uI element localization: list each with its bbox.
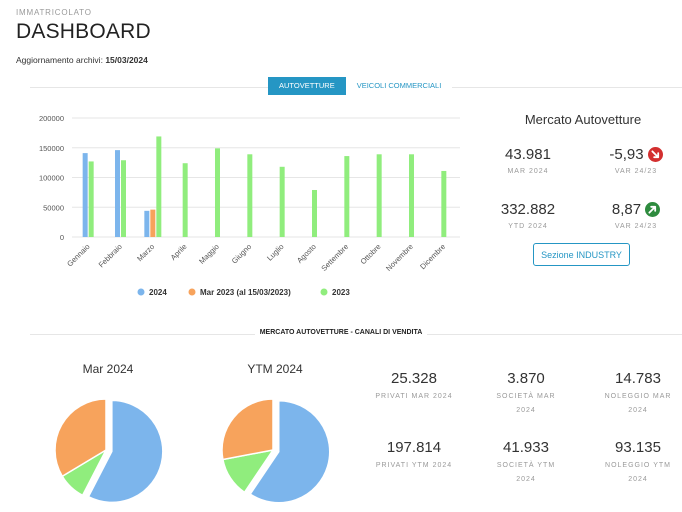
bar-2023[interactable]	[409, 154, 414, 237]
stat-value: 197.814	[386, 439, 442, 456]
stat-label: SOCIETÀ MAR 2024	[496, 393, 556, 414]
stat-label: NOLEGGIO YTM 2024	[605, 462, 671, 483]
kpi-ytd-var-value: 8,87	[611, 201, 642, 218]
bar-2024[interactable]	[144, 210, 150, 237]
kpi-ytd-volume: 332.882 YTD 2024	[486, 201, 570, 230]
stat-privati-ytm: 197.814 PRIVATI YTM 2024	[359, 439, 469, 473]
arrow-up-right-icon	[645, 202, 661, 217]
stat-label: NOLEGGIO MAR 2024	[604, 393, 672, 414]
x-tick-label: Febbraio	[97, 242, 124, 269]
legend-item[interactable]: 2023	[332, 288, 350, 297]
bar-2024[interactable]	[115, 150, 120, 237]
kpi-panel-title: Mercato Autovetture	[524, 112, 642, 127]
bar-2023[interactable]	[215, 148, 220, 237]
bar-2023[interactable]	[344, 156, 350, 237]
stat-value: 41.933	[503, 439, 549, 456]
x-tick-label: Novembre	[384, 242, 415, 273]
bar-2023[interactable]	[182, 163, 188, 237]
bar-2023[interactable]	[279, 166, 285, 237]
stat-label: PRIVATI MAR 2024	[375, 393, 453, 400]
tab-autovetture[interactable]: AUTOVETTURE	[268, 77, 346, 95]
stat-privati-mar: 25.328 PRIVATI MAR 2024	[359, 370, 469, 404]
kpi-month-value: 43.981	[505, 146, 551, 163]
x-tick-label: Marzo	[135, 242, 156, 263]
bar-2023[interactable]	[156, 136, 162, 237]
pie-mar-title: Mar 2024	[82, 362, 134, 376]
pie-chart-ytm	[221, 398, 331, 504]
stat-value: 25.328	[391, 370, 437, 387]
kpi-ytd-value: 332.882	[500, 201, 556, 218]
pie-slice-noleggio[interactable]	[54, 398, 107, 478]
x-tick-label: Agosto	[295, 242, 318, 265]
legend-marker	[320, 288, 328, 296]
legend-marker	[137, 288, 145, 296]
bar-2023[interactable]	[121, 160, 126, 237]
kpi-month-label: MAR 2024	[507, 168, 549, 175]
x-tick-label: Settembre	[319, 242, 350, 273]
legend-marker	[188, 288, 196, 296]
kpi-month-variation: -5,93 VAR 24/23	[596, 146, 676, 175]
bar-2023[interactable]	[247, 154, 253, 237]
kpi-ytd-variation: 8,87 VAR 24/23	[596, 201, 676, 230]
x-tick-label: Gennaio	[65, 242, 91, 268]
archive-update-label: Aggiornamento archivi:	[16, 55, 103, 65]
page-title: DASHBOARD	[16, 20, 151, 43]
pie-slice-privati[interactable]	[87, 399, 164, 504]
x-tick-label: Aprile	[169, 242, 189, 262]
page-kicker: IMMATRICOLATO	[16, 8, 92, 17]
pie-slice-privati[interactable]	[249, 399, 331, 504]
bar-2023[interactable]	[441, 170, 447, 237]
x-tick-label: Maggio	[197, 242, 221, 266]
kpi-ytd-var-label: VAR 24/23	[614, 223, 658, 230]
stat-value: 93.135	[615, 439, 661, 456]
x-tick-label: Ottobre	[359, 242, 383, 266]
stat-noleggio-mar: 14.783 NOLEGGIO MAR 2024	[583, 370, 682, 418]
kpi-ytd-label: YTD 2024	[508, 223, 548, 230]
pie-chart-mar	[54, 398, 164, 504]
legend-item[interactable]: 2024	[149, 288, 167, 297]
kpi-month-var-value: -5,93	[609, 146, 644, 163]
archive-update-info: Aggiornamento archivi: 15/03/2024	[16, 55, 148, 65]
x-tick-label: Giugno	[230, 242, 253, 265]
y-tick-label: 200000	[39, 114, 64, 123]
stat-label: SOCIETÀ YTM 2024	[496, 462, 556, 483]
x-tick-label: Luglio	[265, 242, 286, 263]
stat-noleggio-ytm: 93.135 NOLEGGIO YTM 2024	[583, 439, 682, 487]
y-tick-label: 150000	[39, 144, 64, 153]
stat-societa-ytm: 41.933 SOCIETÀ YTM 2024	[471, 439, 581, 487]
stat-value: 3.870	[507, 370, 545, 387]
arrow-down-right-icon	[647, 147, 663, 162]
sales-channels-section: MERCATO AUTOVETTURE - CANALI DI VENDITA	[0, 329, 682, 336]
stat-value: 14.783	[615, 370, 661, 387]
sales-channels-title: MERCATO AUTOVETTURE - CANALI DI VENDITA	[254, 329, 428, 336]
bar-2023[interactable]	[376, 154, 382, 237]
bar-2023[interactable]	[88, 161, 94, 237]
bar-mar-2023-al-15-03-2023-[interactable]	[150, 209, 156, 237]
bar-2023[interactable]	[312, 189, 317, 237]
pie-ytm-title: YTM 2024	[247, 362, 303, 376]
tab-veicoli-commerciali[interactable]: VEICOLI COMMERCIALI	[345, 77, 453, 95]
stat-label: PRIVATI YTM 2024	[375, 462, 453, 469]
x-tick-label: Dicembre	[418, 242, 447, 271]
stat-societa-mar: 3.870 SOCIETÀ MAR 2024	[471, 370, 581, 418]
kpi-month-var-label: VAR 24/23	[614, 168, 658, 175]
y-tick-label: 0	[60, 233, 64, 242]
industry-section-button[interactable]: Sezione INDUSTRY	[533, 243, 630, 266]
pie-slice-noleggio[interactable]	[221, 398, 274, 461]
kpi-month-volume: 43.981 MAR 2024	[488, 146, 568, 175]
bar-2024[interactable]	[82, 153, 88, 237]
y-tick-label: 50000	[43, 203, 64, 212]
archive-update-date: 15/03/2024	[105, 55, 148, 65]
vehicle-tabs: AUTOVETTURE VEICOLI COMMERCIALI	[268, 77, 453, 95]
monthly-registrations-chart: 0 50000 100000 150000 200000 Gennaio Febbraio…	[39, 114, 460, 297]
y-tick-label: 100000	[39, 174, 64, 183]
legend-item[interactable]: Mar 2023 (al 15/03/2023)	[200, 288, 291, 297]
